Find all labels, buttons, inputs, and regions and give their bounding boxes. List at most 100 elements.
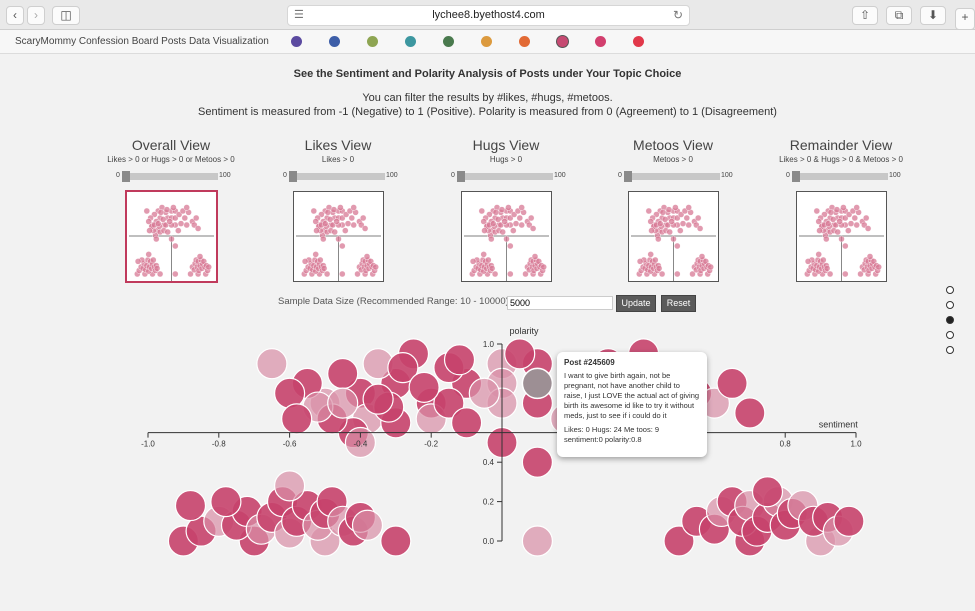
view-thumbnail[interactable] bbox=[628, 191, 719, 282]
thumb-point bbox=[518, 204, 525, 211]
sidebar-toggle-icon[interactable]: ◫ bbox=[52, 6, 80, 25]
filter-slider[interactable] bbox=[122, 171, 218, 182]
view-thumbnail[interactable] bbox=[796, 191, 887, 282]
share-icon[interactable]: ⇧ bbox=[852, 6, 878, 25]
view-thumbnail[interactable] bbox=[125, 190, 218, 283]
topic-dot[interactable] bbox=[519, 36, 530, 47]
forward-button[interactable]: › bbox=[27, 6, 45, 25]
thumb-point bbox=[156, 270, 164, 278]
thumb-point bbox=[658, 270, 666, 278]
thumb-point bbox=[159, 216, 167, 223]
thumb-point bbox=[851, 214, 858, 222]
slider-track[interactable] bbox=[130, 173, 218, 180]
data-point[interactable] bbox=[408, 371, 440, 403]
thumb-point bbox=[842, 270, 849, 278]
thumb-point bbox=[507, 242, 514, 250]
data-point[interactable] bbox=[174, 489, 207, 522]
thumb-point bbox=[512, 220, 520, 227]
slider-handle[interactable] bbox=[457, 171, 465, 182]
slider-handle[interactable] bbox=[122, 171, 130, 182]
topic-dot[interactable] bbox=[405, 36, 416, 47]
tooltip-text: I want to give birth again, not be pregn… bbox=[564, 371, 700, 420]
view-thumbnail[interactable] bbox=[293, 191, 384, 282]
thumb-point bbox=[505, 204, 512, 211]
tabs-icon[interactable]: ⧉ bbox=[886, 6, 912, 25]
data-point[interactable] bbox=[210, 486, 242, 518]
data-point[interactable] bbox=[344, 426, 376, 459]
thumb-point bbox=[804, 258, 812, 265]
reload-icon[interactable]: ↻ bbox=[672, 8, 683, 22]
slider-track[interactable] bbox=[465, 173, 553, 180]
data-point[interactable] bbox=[380, 525, 412, 557]
sample-size-input[interactable] bbox=[507, 296, 613, 310]
data-point[interactable] bbox=[387, 352, 419, 384]
data-point[interactable] bbox=[281, 403, 313, 435]
thumb-point bbox=[838, 235, 845, 243]
data-point[interactable] bbox=[833, 505, 865, 537]
page-nav-dot-3[interactable] bbox=[946, 316, 954, 324]
thumb-point bbox=[826, 270, 834, 278]
reset-button[interactable]: Reset bbox=[661, 295, 696, 312]
page-nav-dot-2[interactable] bbox=[946, 301, 954, 309]
data-point[interactable] bbox=[362, 383, 394, 415]
data-point[interactable] bbox=[433, 387, 465, 419]
filter-slider[interactable] bbox=[457, 171, 553, 182]
thumb-point bbox=[698, 253, 706, 260]
filter-slider[interactable] bbox=[792, 171, 888, 182]
thumb-point bbox=[494, 216, 502, 223]
data-point[interactable] bbox=[716, 367, 748, 399]
data-point[interactable] bbox=[351, 509, 384, 541]
data-point[interactable] bbox=[443, 344, 476, 376]
filter-slider[interactable] bbox=[624, 171, 720, 182]
address-bar[interactable]: ☰ lychee8.byethost4.com ↻ bbox=[287, 5, 690, 26]
slider-handle[interactable] bbox=[792, 171, 800, 182]
view-panel: Hugs View Hugs > 0 bbox=[441, 137, 571, 164]
data-point[interactable] bbox=[256, 348, 288, 380]
data-point[interactable] bbox=[274, 470, 306, 502]
data-point[interactable] bbox=[663, 525, 695, 557]
reader-icon[interactable]: ☰ bbox=[294, 9, 304, 21]
slider-track[interactable] bbox=[297, 173, 385, 180]
data-point[interactable] bbox=[521, 446, 554, 478]
view-filter: Likes > 0 & Hugs > 0 & Metoos > 0 bbox=[779, 155, 903, 164]
page-nav-dot-4[interactable] bbox=[946, 331, 954, 339]
data-point[interactable] bbox=[468, 377, 500, 409]
data-point[interactable] bbox=[327, 387, 359, 419]
view-title: Likes View bbox=[304, 137, 372, 153]
thumb-point bbox=[652, 256, 659, 264]
update-button[interactable]: Update bbox=[616, 295, 656, 312]
data-point[interactable] bbox=[504, 338, 536, 370]
topic-dot[interactable] bbox=[557, 36, 568, 47]
page-nav-dot-1[interactable] bbox=[946, 286, 954, 294]
topic-dot[interactable] bbox=[291, 36, 302, 47]
topic-dot[interactable] bbox=[481, 36, 492, 47]
data-point[interactable] bbox=[734, 397, 766, 429]
topic-dot[interactable] bbox=[367, 36, 378, 47]
browser-toolbar: ‹ › ◫ ☰ lychee8.byethost4.com ↻ ⇧ ⧉ ⬇ + bbox=[0, 0, 975, 30]
filter-slider[interactable] bbox=[289, 171, 385, 182]
thumb-point bbox=[857, 270, 864, 278]
page-nav-dot-5[interactable] bbox=[946, 346, 954, 354]
data-point[interactable] bbox=[521, 525, 554, 557]
slider-handle[interactable] bbox=[289, 171, 297, 182]
data-point[interactable] bbox=[751, 476, 784, 508]
data-point[interactable] bbox=[451, 407, 483, 439]
download-icon[interactable]: ⬇ bbox=[920, 6, 946, 25]
back-button[interactable]: ‹ bbox=[6, 6, 24, 25]
topic-dot[interactable] bbox=[633, 36, 644, 47]
scale-hint: Sentiment is measured from -1 (Negative)… bbox=[198, 106, 777, 118]
view-thumbnail[interactable] bbox=[461, 191, 552, 282]
hovered-point[interactable] bbox=[521, 367, 554, 400]
thumb-point bbox=[503, 235, 510, 243]
slider-track[interactable] bbox=[800, 173, 888, 180]
tooltip-title: Post #245609 bbox=[564, 358, 615, 367]
y-tick-label: 0.2 bbox=[483, 498, 495, 507]
data-point[interactable] bbox=[327, 357, 359, 390]
topic-dot[interactable] bbox=[329, 36, 340, 47]
slider-min: 0 bbox=[451, 172, 455, 179]
topic-dot[interactable] bbox=[595, 36, 606, 47]
topic-dot[interactable] bbox=[443, 36, 454, 47]
new-tab-icon[interactable]: + bbox=[955, 8, 975, 30]
slider-handle[interactable] bbox=[624, 171, 632, 182]
slider-track[interactable] bbox=[632, 173, 720, 180]
